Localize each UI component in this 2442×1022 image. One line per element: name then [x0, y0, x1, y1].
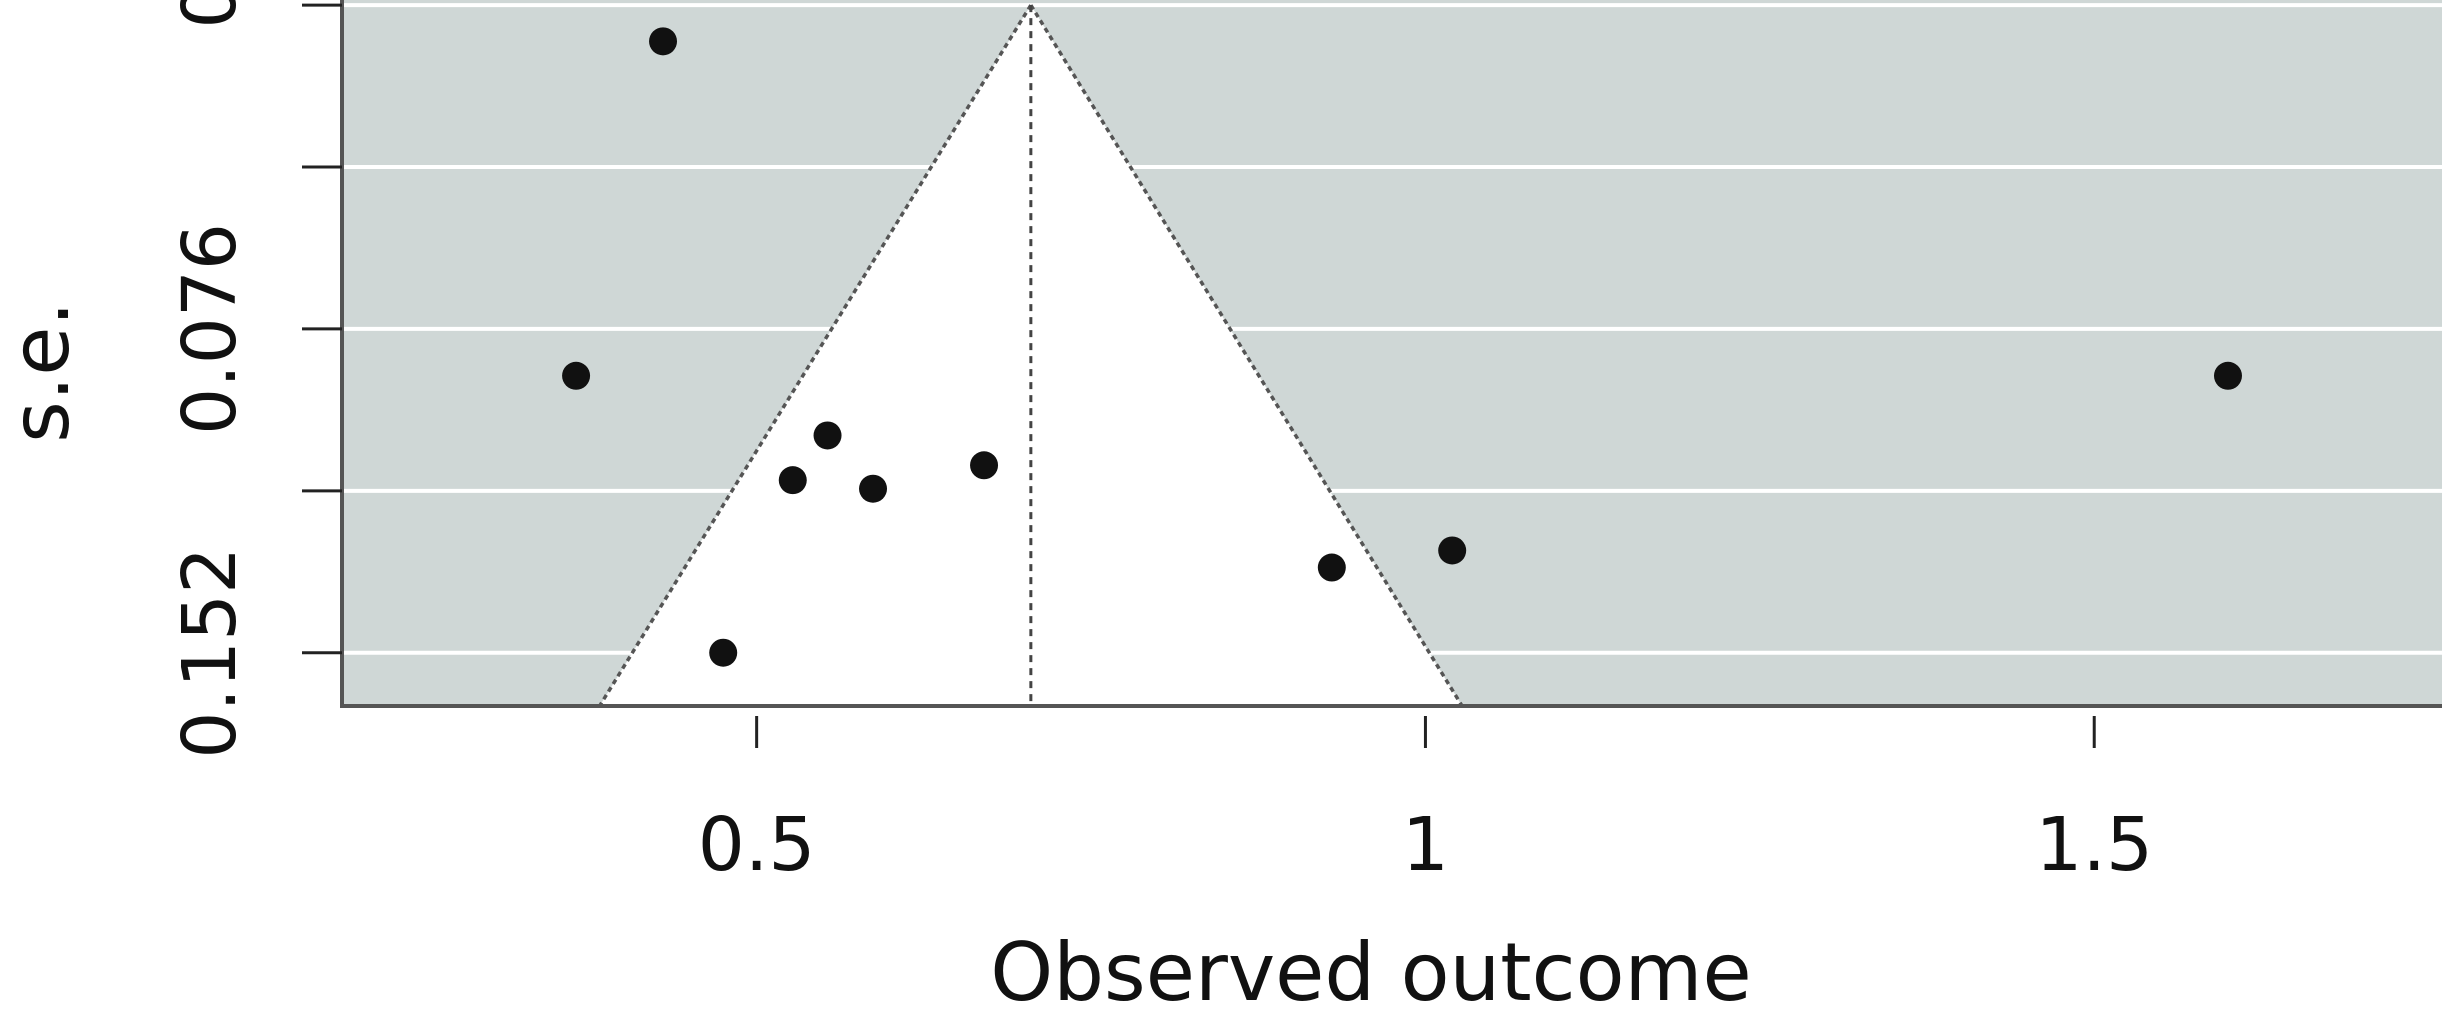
x-axis-title: Observed outcome — [990, 926, 1751, 1019]
y-tick-label-0: 0 — [167, 0, 253, 29]
x-tick-label-2: 1.5 — [2035, 802, 2153, 888]
data-point-4 — [813, 421, 842, 450]
y-tick-label-2: 0.076 — [167, 223, 253, 435]
funnel-left-edge — [598, 4, 1033, 707]
data-point-1 — [649, 27, 678, 56]
data-point-3 — [2213, 361, 2242, 390]
data-point-10 — [709, 638, 738, 667]
y-tick-label-4: 0.152 — [167, 547, 253, 759]
funnel-right-edge — [1029, 4, 1464, 707]
funnel-region — [599, 5, 1463, 707]
data-point-2 — [562, 361, 591, 390]
y-axis-title: s.e. — [0, 301, 87, 443]
data-point-5 — [970, 451, 999, 480]
data-point-8 — [1438, 536, 1467, 565]
x-tick-label-1: 1 — [1402, 802, 1449, 888]
data-point-6 — [778, 466, 807, 495]
data-point-9 — [1317, 553, 1346, 582]
x-tick-label-0: 0.5 — [698, 802, 816, 888]
data-point-7 — [859, 474, 888, 503]
